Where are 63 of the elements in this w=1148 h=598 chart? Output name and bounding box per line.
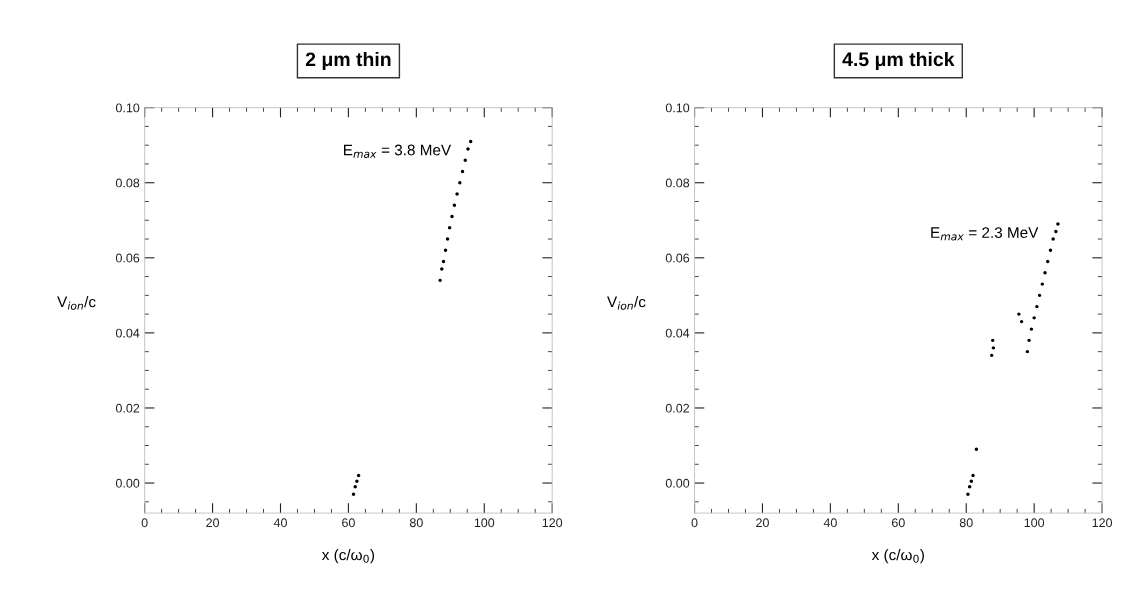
x-tick-label: 20 bbox=[756, 518, 769, 528]
point bbox=[355, 479, 359, 483]
annotation: E$_{max}$ = 3.8 MeV bbox=[344, 144, 452, 158]
point bbox=[966, 492, 970, 497]
point bbox=[1019, 319, 1024, 324]
y-tick-label: 0.06 bbox=[115, 253, 140, 263]
point bbox=[1035, 304, 1039, 309]
point bbox=[1043, 271, 1047, 275]
y-tick-label: 0.00 bbox=[115, 478, 140, 488]
x-tick-label: 100 bbox=[1024, 518, 1045, 528]
point bbox=[440, 267, 444, 271]
y-axis-title: V$_{ion}$/c bbox=[57, 296, 96, 310]
point bbox=[1048, 248, 1053, 252]
point bbox=[1037, 293, 1042, 298]
y-tick-label: 0.08 bbox=[665, 178, 690, 188]
point bbox=[438, 278, 442, 283]
point bbox=[447, 226, 452, 230]
y-axis-title: V$_{ion}$/c bbox=[607, 296, 646, 310]
chart-title: 4.5 μm thick bbox=[842, 51, 955, 70]
x-tick-label: 80 bbox=[959, 518, 973, 528]
y-tick-label: 0.10 bbox=[115, 103, 140, 113]
point bbox=[991, 338, 995, 343]
x-tick-label: 100 bbox=[474, 518, 495, 528]
x-axis-title: x (c/ω$_{0}$) bbox=[321, 549, 375, 564]
x-tick-label: 60 bbox=[891, 518, 905, 528]
y-tick-label: 0.04 bbox=[665, 328, 690, 338]
point bbox=[351, 492, 356, 497]
x-tick-label: 40 bbox=[273, 518, 287, 528]
y-tick-label: 0.02 bbox=[665, 403, 690, 413]
point bbox=[990, 353, 994, 358]
point bbox=[1025, 349, 1030, 354]
annotation: E$_{max}$ = 2.3 MeV bbox=[931, 227, 1039, 241]
point bbox=[1029, 327, 1034, 331]
y-tick-label: 0.08 bbox=[115, 178, 140, 188]
point bbox=[466, 147, 470, 151]
x-tick-label: 120 bbox=[542, 518, 563, 528]
point bbox=[1017, 312, 1021, 316]
point bbox=[974, 447, 979, 451]
x-tick-label: 20 bbox=[206, 518, 220, 528]
point bbox=[356, 473, 361, 478]
chart-title: 2 μm thin bbox=[305, 51, 391, 70]
point bbox=[455, 192, 459, 196]
x-tick-label: 40 bbox=[823, 518, 837, 528]
point bbox=[1056, 222, 1060, 226]
y-tick-label: 0.02 bbox=[115, 403, 140, 413]
point bbox=[468, 139, 473, 144]
point bbox=[443, 248, 448, 252]
x-tick-label: 120 bbox=[1092, 518, 1113, 528]
point bbox=[1051, 237, 1055, 241]
x-tick-label: 0 bbox=[141, 518, 148, 528]
point bbox=[441, 259, 446, 264]
y-tick-label: 0.10 bbox=[665, 103, 690, 113]
y-tick-label: 0.06 bbox=[665, 253, 690, 263]
y-tick-label: 0.00 bbox=[665, 478, 690, 488]
x-tick-label: 0 bbox=[691, 518, 698, 528]
point bbox=[1040, 282, 1045, 286]
x-axis-title: x (c/ω$_{0}$) bbox=[871, 549, 924, 564]
point bbox=[460, 169, 465, 174]
point bbox=[991, 346, 996, 350]
x-tick-label: 80 bbox=[409, 518, 423, 528]
point bbox=[1046, 259, 1050, 264]
y-tick-label: 0.04 bbox=[115, 328, 140, 338]
x-tick-label: 60 bbox=[342, 518, 355, 528]
